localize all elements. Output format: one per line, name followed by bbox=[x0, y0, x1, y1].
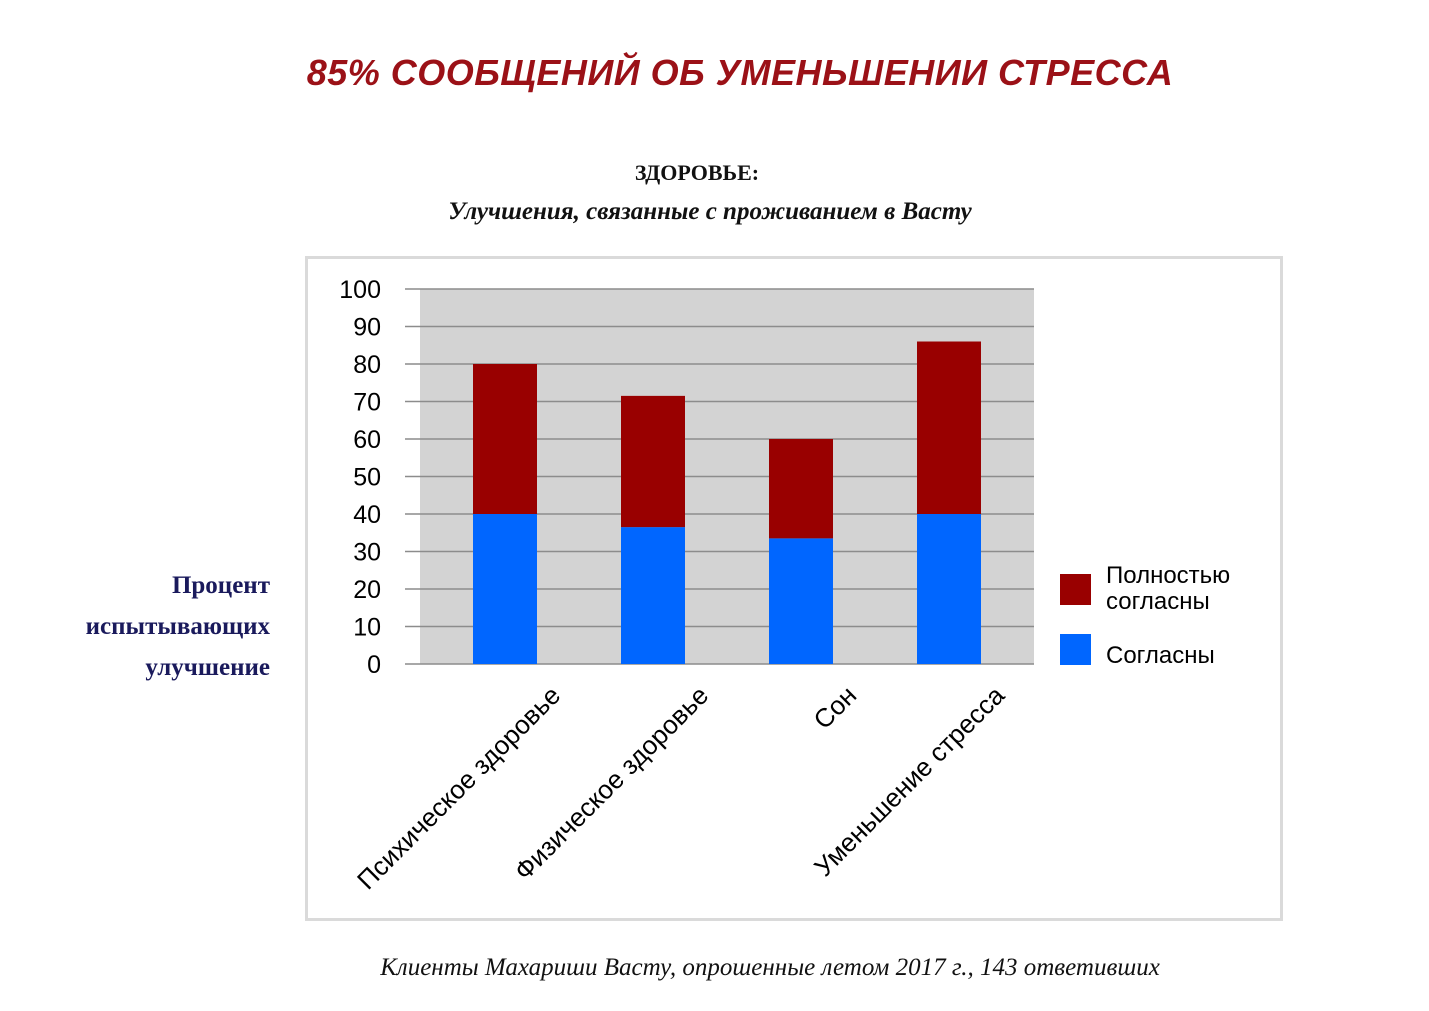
y-axis-label-line: Процент bbox=[171, 572, 270, 599]
chart-title: ЗДОРОВЬЕ: bbox=[634, 160, 760, 185]
legend-swatch bbox=[1060, 574, 1091, 605]
y-tick-label: 80 bbox=[353, 351, 381, 379]
y-tick-label: 40 bbox=[353, 501, 381, 529]
y-tick-label: 70 bbox=[353, 389, 381, 417]
legend-label: Полностью bbox=[1106, 562, 1230, 589]
bar-segment bbox=[917, 341, 981, 514]
legend-label: согласны bbox=[1106, 588, 1210, 615]
footnote: Клиенты Махариши Васту, опрошенные летом… bbox=[380, 954, 1160, 981]
bar-segment bbox=[769, 439, 833, 539]
y-tick-label: 60 bbox=[353, 426, 381, 454]
x-tick-label: Сон bbox=[807, 680, 862, 735]
chart-subtitle: Улучшения, связанные с проживанием в Вас… bbox=[448, 198, 972, 225]
y-tick-label: 50 bbox=[353, 464, 381, 492]
y-tick-label: 10 bbox=[353, 614, 381, 642]
headline: 85% СООБЩЕНИЙ ОБ УМЕНЬШЕНИИ СТРЕССА bbox=[306, 52, 1174, 93]
legend-swatch bbox=[1060, 634, 1091, 665]
y-axis-label-line: испытывающих bbox=[85, 613, 270, 640]
legend-label: Согласны bbox=[1106, 642, 1215, 669]
bar-segment bbox=[473, 514, 537, 664]
y-tick-label: 100 bbox=[339, 276, 381, 304]
y-tick-label: 20 bbox=[353, 576, 381, 604]
bar-segment bbox=[621, 395, 685, 528]
y-tick-label: 90 bbox=[353, 314, 381, 342]
bar-segment bbox=[917, 514, 981, 664]
bar-segment bbox=[473, 364, 537, 514]
y-axis-label-line: улучшение bbox=[145, 654, 270, 681]
bar-segment bbox=[769, 538, 833, 664]
y-tick-label: 0 bbox=[367, 651, 381, 679]
y-axis-label: Процент испытывающих улучшение bbox=[20, 565, 270, 688]
bar-segment bbox=[621, 527, 685, 664]
chart-frame bbox=[305, 256, 1283, 921]
y-tick-label: 30 bbox=[353, 539, 381, 567]
